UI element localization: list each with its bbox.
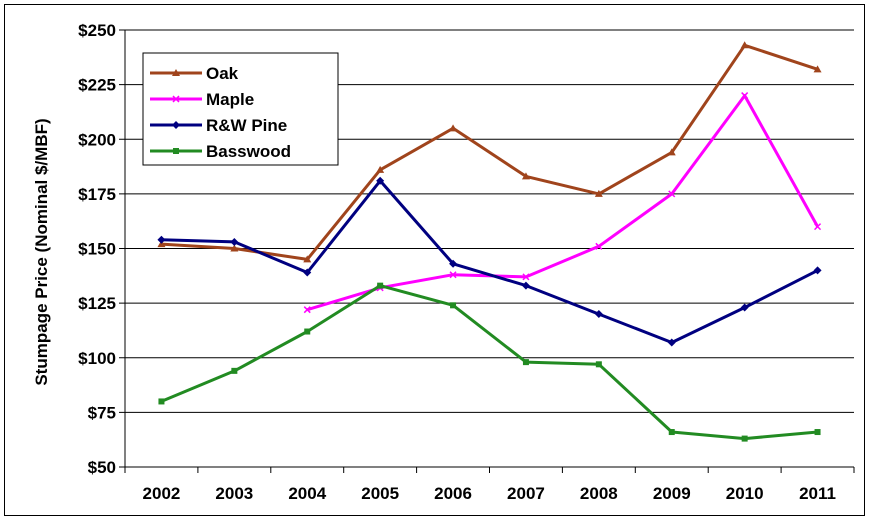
data-point — [376, 176, 385, 185]
data-point — [303, 255, 312, 263]
legend-box — [142, 52, 339, 166]
legend-item: R&W Pine — [150, 116, 287, 135]
x-tick-label: 2003 — [215, 484, 253, 503]
x-tick-label: 2004 — [288, 484, 326, 503]
series-oak — [157, 41, 822, 263]
y-tick-label: $225 — [78, 76, 116, 95]
x-tick-label: 2009 — [653, 484, 691, 503]
data-point — [741, 435, 748, 442]
data-point — [449, 271, 457, 279]
legend-item: Basswood — [150, 142, 291, 161]
data-point — [173, 148, 179, 154]
data-point — [813, 65, 822, 73]
data-point — [522, 273, 530, 281]
chart-frame: $50 $75 $100 $125 $150 $175 $200 $225 $250 2002 2… — [4, 4, 865, 516]
x-tick-label: 2011 — [799, 484, 836, 503]
x-tick-label: 2005 — [361, 484, 399, 503]
data-point — [740, 303, 749, 312]
x-tick-label: 2002 — [143, 484, 181, 503]
data-point — [172, 95, 180, 103]
data-point — [231, 367, 238, 374]
data-point — [595, 361, 602, 368]
data-point — [304, 328, 311, 335]
series-line — [161, 179, 819, 344]
legend-item: Oak — [150, 64, 239, 83]
data-point — [594, 189, 603, 197]
data-point — [522, 359, 529, 366]
data-point — [158, 398, 165, 405]
series-maple — [303, 92, 822, 314]
data-point — [668, 429, 675, 436]
legend-label: R&W Pine — [206, 116, 287, 135]
x-axis-ticks: 2002 2003 2004 2005 2006 2007 2008 2009 2010 2011 — [124, 467, 855, 503]
y-tick-label: $75 — [88, 403, 116, 422]
series-basswood — [158, 282, 821, 442]
data-point — [376, 165, 385, 173]
data-point — [595, 242, 603, 250]
data-point — [303, 268, 312, 277]
y-tick-label: $200 — [78, 130, 116, 149]
legend-label: Oak — [206, 64, 239, 83]
legend: Oak Maple R&W Pine Basswood — [142, 52, 339, 166]
data-point — [814, 429, 821, 436]
data-point — [667, 338, 676, 347]
data-point — [230, 244, 239, 252]
data-point — [450, 302, 457, 309]
series-line — [306, 94, 819, 312]
legend-label: Maple — [206, 90, 254, 109]
y-tick-label: $100 — [78, 349, 116, 368]
series-r-w-pine — [157, 176, 822, 347]
legend-item: Maple — [150, 90, 254, 109]
y-axis-label: Stumpage Price (Nominal $/MBF) — [32, 118, 51, 385]
series-line — [161, 43, 819, 261]
legend-label: Basswood — [206, 142, 291, 161]
series-line — [160, 284, 818, 441]
x-tick-label: 2006 — [434, 484, 472, 503]
series-lines — [157, 41, 822, 442]
data-point — [668, 190, 676, 198]
data-point — [521, 172, 530, 180]
x-tick-label: 2007 — [507, 484, 545, 503]
data-point — [172, 69, 180, 76]
data-point — [449, 124, 458, 132]
data-point — [667, 148, 676, 156]
y-axis-ticks: $50 $75 $100 $125 $150 $175 $200 $225 $250 — [78, 21, 125, 477]
data-point — [814, 223, 822, 231]
data-point — [521, 281, 530, 290]
y-tick-label: $175 — [78, 185, 116, 204]
data-point — [741, 92, 749, 100]
axes — [124, 30, 854, 468]
x-tick-label: 2008 — [580, 484, 618, 503]
line-chart: $50$75$100$125$150$175$200$225$250 2002 2… — [32, 21, 855, 503]
y-tick-label: $125 — [78, 294, 116, 313]
data-point — [157, 235, 166, 244]
data-point — [172, 121, 180, 129]
y-tick-label: $50 — [88, 458, 116, 477]
y-tick-label: $250 — [78, 21, 116, 40]
data-point — [449, 259, 458, 268]
data-point — [594, 310, 603, 319]
data-point — [230, 237, 239, 246]
data-point — [303, 306, 311, 314]
x-tick-label: 2010 — [726, 484, 764, 503]
data-point — [740, 41, 749, 49]
data-point — [813, 266, 822, 275]
data-point — [377, 282, 384, 289]
y-tick-label: $150 — [78, 240, 116, 259]
